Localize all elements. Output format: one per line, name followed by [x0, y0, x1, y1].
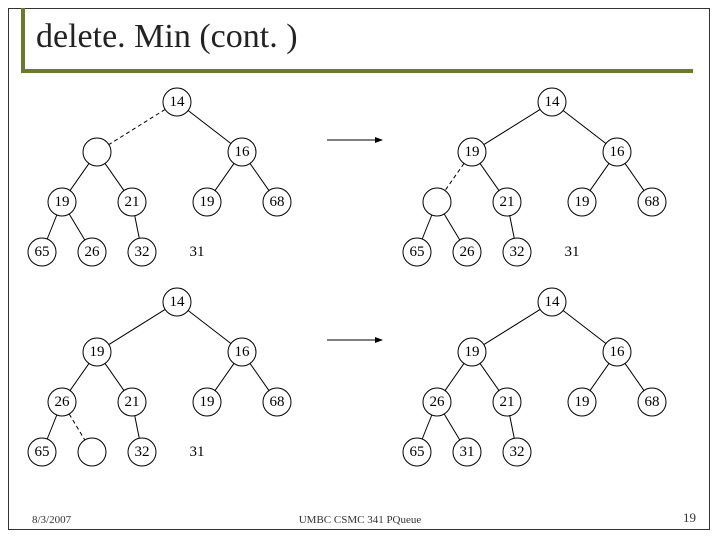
svg-text:68: 68 [645, 394, 660, 410]
svg-text:65: 65 [35, 444, 50, 460]
svg-text:19: 19 [465, 344, 480, 360]
heap-diagram: 14 16 19 21 19 68 65 26 32 31 14 19 16 21 19 68 65 26 32 31… [22, 82, 692, 482]
svg-text:26: 26 [55, 394, 71, 410]
svg-text:19: 19 [200, 394, 215, 410]
svg-text:31: 31 [565, 244, 580, 260]
svg-text:14: 14 [170, 294, 186, 310]
svg-text:32: 32 [510, 444, 525, 460]
svg-text:65: 65 [410, 244, 425, 260]
svg-text:26: 26 [460, 244, 476, 260]
svg-text:31: 31 [460, 444, 475, 460]
accent-vertical [21, 8, 25, 73]
svg-text:19: 19 [575, 194, 590, 210]
footer-center: UMBC CSMC 341 PQueue [0, 514, 720, 526]
svg-text:16: 16 [235, 344, 251, 360]
svg-text:16: 16 [610, 344, 626, 360]
svg-text:68: 68 [270, 194, 285, 210]
svg-text:14: 14 [170, 94, 186, 110]
svg-text:68: 68 [270, 394, 285, 410]
svg-text:19: 19 [55, 194, 70, 210]
accent-horizontal [21, 69, 693, 73]
svg-text:14: 14 [545, 94, 561, 110]
svg-text:65: 65 [35, 244, 50, 260]
svg-text:19: 19 [90, 344, 105, 360]
svg-text:21: 21 [125, 394, 140, 410]
footer-page-number: 19 [683, 510, 696, 526]
svg-text:26: 26 [85, 244, 101, 260]
svg-text:16: 16 [235, 144, 251, 160]
svg-text:14: 14 [545, 294, 561, 310]
svg-text:21: 21 [125, 194, 140, 210]
svg-text:32: 32 [510, 244, 525, 260]
svg-text:21: 21 [500, 394, 515, 410]
svg-text:21: 21 [500, 194, 515, 210]
svg-text:19: 19 [200, 194, 215, 210]
svg-text:32: 32 [135, 444, 150, 460]
svg-text:16: 16 [610, 144, 626, 160]
svg-text:32: 32 [135, 244, 150, 260]
slide-title: delete. Min (cont. ) [36, 18, 298, 56]
svg-text:68: 68 [645, 194, 660, 210]
svg-text:19: 19 [575, 394, 590, 410]
svg-text:65: 65 [410, 444, 425, 460]
svg-text:19: 19 [465, 144, 480, 160]
svg-text:26: 26 [430, 394, 446, 410]
svg-text:31: 31 [190, 244, 205, 260]
svg-text:31: 31 [190, 444, 205, 460]
